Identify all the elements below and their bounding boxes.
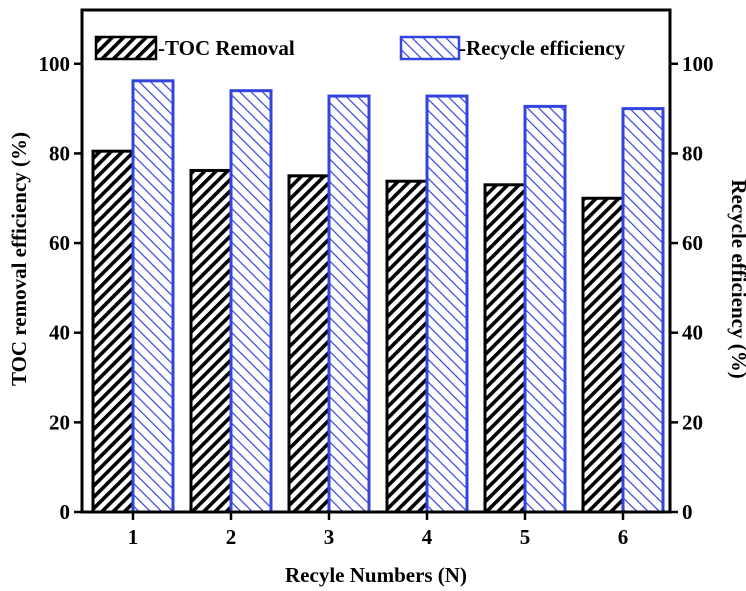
y-tick-label-left: 100	[39, 52, 71, 76]
bar-toc-removal-3	[287, 174, 331, 514]
legend-swatch-toc	[94, 35, 158, 61]
bar-recycle-efficiency-2	[229, 89, 273, 514]
y-tick-label-right: 60	[682, 231, 703, 255]
y-tick-label-right: 40	[682, 321, 703, 345]
bar-toc-removal-1	[91, 149, 135, 514]
x-tick-label: 5	[520, 525, 531, 549]
y-tick-label-right: 20	[682, 410, 703, 434]
y-axis-title-left: TOC removal efficiency (%)	[7, 132, 31, 386]
bar-toc-removal-6	[581, 196, 625, 514]
legend-swatch-recycle	[399, 35, 461, 61]
bar-toc-removal-4	[385, 179, 429, 514]
legend-label-toc: -TOC Removal	[158, 36, 295, 60]
x-tick-label: 6	[618, 525, 629, 549]
y-tick-label-right: 0	[682, 500, 693, 524]
bar-recycle-efficiency-4	[425, 94, 469, 514]
x-tick-label: 3	[324, 525, 335, 549]
y-tick-label-left: 40	[49, 321, 70, 345]
bar-toc-removal-2	[189, 168, 233, 514]
x-tick-label: 2	[226, 525, 237, 549]
y-tick-label-left: 20	[49, 410, 70, 434]
bar-recycle-efficiency-6	[621, 107, 665, 514]
x-tick-label: 4	[422, 525, 433, 549]
legend-label-recycle: -Recycle efficiency	[459, 36, 626, 60]
plot-frame	[80, 8, 672, 514]
legend: -TOC Removal -Recycle efficiency	[94, 35, 626, 61]
y-axis-title-right: Recycle efficiency (%)	[727, 179, 746, 378]
y-tick-label-right: 80	[682, 141, 703, 165]
bars-layer	[91, 79, 665, 514]
x-tick-label: 1	[128, 525, 139, 549]
x-axis-title: Recyle Numbers (N)	[285, 563, 467, 587]
y-tick-label-left: 60	[49, 231, 70, 255]
y-tick-label-left: 0	[60, 500, 71, 524]
bar-recycle-efficiency-1	[131, 79, 175, 514]
bar-recycle-efficiency-5	[523, 104, 567, 514]
y-tick-label-right: 100	[682, 52, 714, 76]
bar-recycle-efficiency-3	[327, 94, 371, 514]
bar-toc-removal-5	[483, 183, 527, 514]
y-tick-label-left: 80	[49, 141, 70, 165]
